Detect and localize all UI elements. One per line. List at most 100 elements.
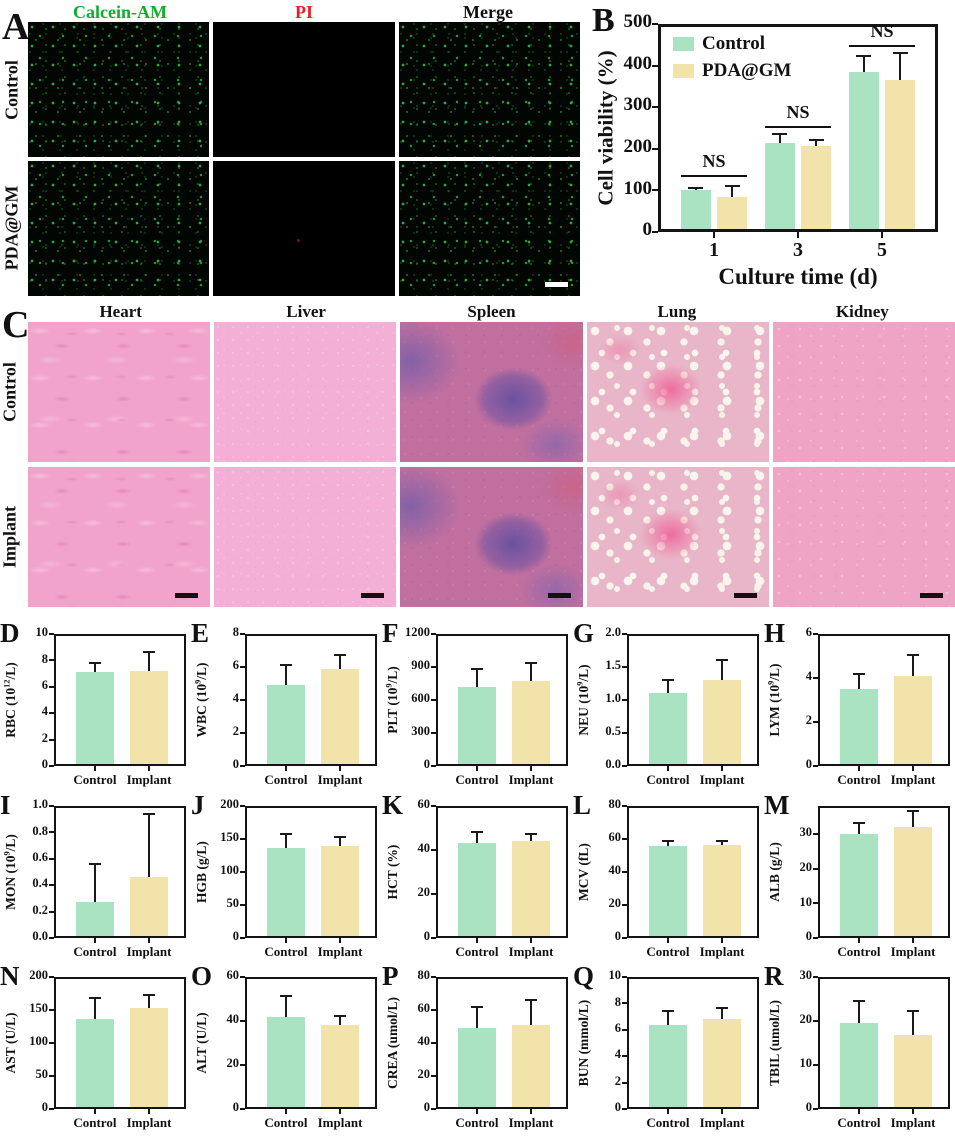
y-tick-label: 80 [608,797,622,812]
y-tick-mark [622,976,627,978]
y-tick-mark [622,765,627,767]
y-tick-label: 0 [232,757,239,772]
x-tick-mark [666,1109,669,1114]
error-bar-cap [892,52,908,55]
error-bar-stem [899,53,902,81]
chart-hgb: J 0 50 100 150 200 Control Implant HGB (g/L) [191,792,382,963]
bar [75,902,115,936]
bar [648,693,688,764]
y-axis-label: RBC (1012/L) [2,662,19,738]
x-tick-mark [530,1109,533,1114]
bar [702,844,742,936]
y-tick-mark [240,732,245,734]
y-tick-mark [240,805,245,807]
x-category-label: Control [264,944,308,959]
y-tick-label: 8 [41,651,48,666]
x-category-label: Implant [126,944,172,959]
header-liver: Liver [286,302,326,321]
chart-wbc: E 0 2 4 6 8 Control Implant WBC (109/L) [191,620,382,792]
chart-alt: O 0 20 40 60 Control Implant ALT (U/L) [191,963,382,1147]
error-bar-cap [772,132,788,135]
error-bar-stem [284,995,287,1017]
panel-c-histology-grid [28,322,955,607]
error-bar-stem [694,188,697,191]
y-tick-mark [240,1064,245,1066]
chart-tbil: R 0 10 20 30 Control Implant TBIL (umol/L) [764,963,955,1147]
x-category-label: Control [837,1115,881,1130]
error-bar-cap [525,999,538,1002]
panel-a-row-label-pdagm: PDA@GM [1,185,22,271]
y-tick-label: 0 [614,1100,621,1115]
y-tick-label: 0 [642,219,653,241]
panel-letter: R [764,961,784,991]
y-tick-label: 0 [805,929,812,944]
error-bar-stem [284,665,287,686]
chart-mon: I 0.0 0.2 0.4 0.6 0.8 1.0 Control Implant MON (10… [0,792,191,963]
x-category-label: Implant [699,1115,745,1130]
y-tick-mark [49,712,54,715]
histology-kidney-control [772,322,955,462]
blood-panel-charts: D 0 2 4 6 8 10 Control Implant RBC (1012/L) E 0 2 4 6… [0,620,955,1147]
bar [648,1024,688,1107]
error-bar-cap [907,653,920,656]
y-tick-mark [622,633,627,635]
y-tick-label: 10 [608,968,622,983]
y-tick-mark [622,805,627,807]
y-tick-mark [49,685,54,688]
y-tick-label: 6 [232,658,239,673]
error-bar-stem [666,680,669,694]
y-axis-label: ALT (U/L) [194,1012,209,1074]
x-category-label: 5 [877,239,887,261]
ns-line [680,174,748,177]
y-tick-mark [49,831,54,834]
y-tick-mark [431,805,436,807]
error-bar-stem [857,1001,860,1024]
y-tick-mark [813,1108,818,1110]
x-tick-mark [284,766,287,771]
x-category-label: Control [837,772,881,787]
y-tick-mark [49,857,54,860]
bar [884,80,916,229]
x-tick-mark [284,1109,287,1114]
bar [893,826,933,936]
x-tick-mark [797,232,799,238]
scale-bar [175,593,199,598]
x-category-label: 1 [709,239,719,261]
x-tick-mark [857,938,860,943]
y-tick-label: 500 [623,11,653,33]
y-tick-mark [240,937,245,939]
y-tick-label: 20 [417,885,431,900]
y-tick-label: 20 [417,1067,431,1082]
y-tick-mark [431,1009,436,1011]
x-category-label: Implant [126,772,172,787]
y-axis-label: PLT (109/L) [384,666,401,734]
x-category-label: Implant [317,772,363,787]
y-tick-label: 6 [805,625,812,640]
error-bar-cap [279,664,292,667]
error-bar-cap [143,993,156,996]
bar [716,197,748,229]
x-tick-mark [912,766,915,771]
y-tick-mark [652,231,658,233]
y-tick-mark [431,976,436,978]
error-bar-stem [339,837,342,847]
y-tick-mark [652,189,658,192]
legend-label: PDA@GM [702,60,792,81]
bar [839,1023,879,1107]
y-tick-mark [240,838,245,840]
bar [702,680,742,764]
x-tick-mark [666,938,669,943]
x-tick-mark [666,766,669,771]
legend-swatch [673,37,694,51]
y-axis-label: HGB (g/L) [194,841,209,903]
ns-line [848,44,916,47]
y-tick-label: 2 [805,713,812,728]
bar [511,681,551,764]
panel-letter: I [0,790,11,820]
y-tick-mark [431,1075,436,1077]
y-tick-label: 40 [226,1012,240,1027]
bar [457,843,497,936]
y-tick-mark [813,867,818,870]
x-category-label: Control [264,772,308,787]
bar [129,670,169,764]
